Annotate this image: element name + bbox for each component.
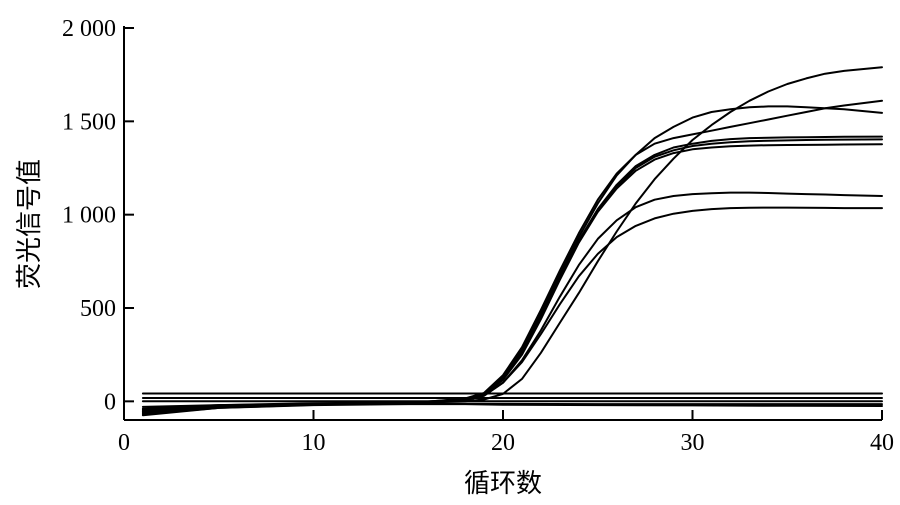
- x-axis-title: 循环数: [464, 469, 542, 499]
- y-tick-label: 2 000: [62, 16, 116, 42]
- y-tick-label: 1 500: [62, 109, 116, 135]
- amplification-curve-7: [141, 206, 883, 416]
- amplification-curve-13: [141, 402, 883, 408]
- x-tick-label: 10: [302, 430, 326, 456]
- ticks: 0 10 20 30 40 0 500 1 000 1 500 2 000: [62, 16, 894, 456]
- curves: [141, 66, 883, 417]
- axes: [123, 26, 882, 421]
- x-tick-label: 0: [118, 430, 130, 456]
- y-axis-title: 荧光信号值: [15, 159, 45, 289]
- amplification-curve-4: [141, 138, 883, 411]
- x-tick-label: 30: [681, 430, 705, 456]
- x-tick-label: 20: [491, 430, 515, 456]
- y-tick-label: 0: [104, 389, 116, 415]
- amplification-curve-6: [141, 191, 883, 410]
- y-tick-label: 500: [80, 296, 116, 322]
- x-tick-label: 40: [870, 430, 894, 456]
- y-tick-label: 1 000: [62, 203, 116, 229]
